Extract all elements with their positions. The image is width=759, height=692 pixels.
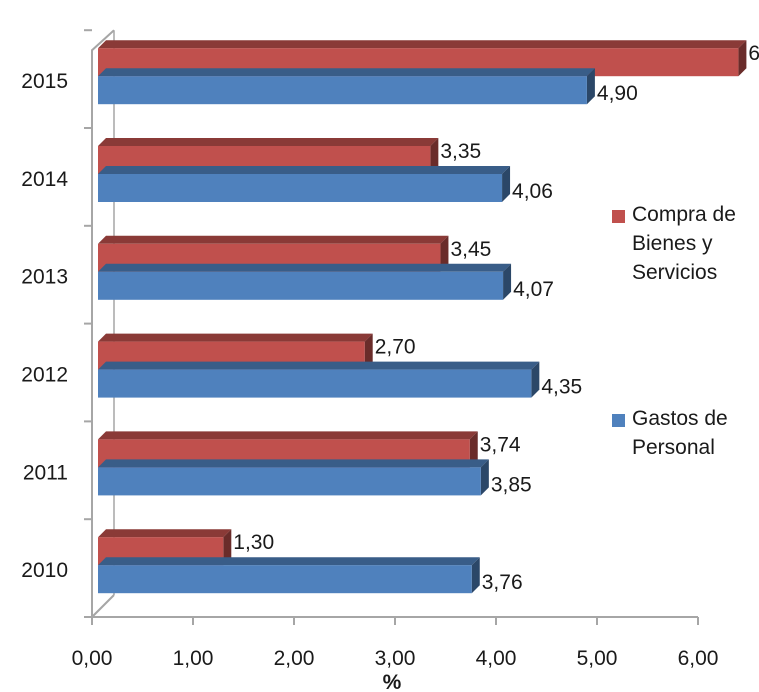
legend-swatch-gastos (612, 414, 625, 427)
bar-top-face (98, 333, 373, 342)
bar-top-face (98, 529, 232, 538)
x-tick-label: 5,00 (577, 647, 618, 670)
chart-data-labels: 1,30 3,76 3,74 3,85 2,70 4,35 3,45 4,07 3,35 4,06… (233, 42, 759, 594)
chart-bars (98, 40, 747, 594)
x-tick-label: 3,00 (375, 647, 416, 670)
chart-legend: Compra de Bienes y Servicios Gastos de P… (612, 200, 759, 500)
bar (98, 68, 595, 105)
data-label: 3,45 (450, 238, 491, 261)
bar-end-face (469, 431, 478, 468)
bar-top-face (98, 166, 511, 174)
bar-front-face (98, 174, 503, 202)
bar (98, 459, 489, 496)
data-label: 4,35 (541, 376, 582, 399)
chart-tick-labels: 0,00 1,00 2,00 3,00 4,00 5,00 6,00 2010 2011 2012… (21, 70, 718, 670)
bar-end-face (471, 557, 480, 594)
bar-top-face (98, 263, 512, 272)
chart-axes (84, 29, 699, 625)
x-tick-label: 4,00 (476, 647, 517, 670)
data-label: 1,30 (233, 531, 274, 554)
y-axis-wall-line (91, 29, 115, 617)
y-tick-label: 2015 (21, 70, 68, 93)
bar-front-face (98, 467, 481, 496)
bar-top-face (98, 431, 478, 440)
data-label: 3,76 (482, 571, 523, 594)
bar-end-face (223, 529, 232, 566)
bar (98, 263, 512, 300)
legend-label-gastos: Gastos de Personal (632, 407, 728, 459)
bar-end-face (430, 138, 439, 174)
data-label: 3,74 (480, 433, 521, 456)
bar-end-face (364, 333, 373, 370)
bar-end-face (738, 40, 747, 77)
y-tick-label: 2012 (21, 364, 68, 387)
data-label: 3,85 (491, 473, 532, 496)
x-tick-label: 2,00 (274, 647, 315, 670)
bar-end-face (502, 166, 511, 202)
bar-front-face (98, 369, 532, 398)
x-tick-label: 1,00 (173, 647, 214, 670)
bar-top-face (98, 459, 489, 468)
bar-end-face (531, 361, 540, 398)
y-tick-label: 2013 (21, 266, 68, 289)
bar-top-face (98, 68, 595, 77)
bar-front-face (98, 565, 472, 594)
data-label: 4,90 (597, 82, 638, 105)
bar-top-face (98, 557, 480, 566)
y-tick-label: 2011 (23, 461, 68, 484)
bar-top-face (98, 138, 439, 146)
bar-front-face (98, 76, 587, 105)
bar-end-face (440, 235, 449, 272)
floor-corner-line (91, 594, 115, 618)
bar-top-face (98, 235, 449, 244)
bar (98, 166, 511, 202)
legend-label-compra: Compra de Bienes y Servicios (632, 203, 736, 284)
bar-end-face (586, 68, 595, 105)
x-tick-label: 6,00 (678, 647, 719, 670)
data-label: 2,70 (375, 336, 416, 359)
x-tick-label: 0,00 (72, 647, 113, 670)
bar (98, 361, 540, 398)
y-tick-label: 2010 (21, 559, 68, 582)
bar-end-face (503, 263, 512, 300)
bar-top-face (98, 40, 747, 49)
y-tick-label: 2014 (21, 168, 68, 191)
x-axis-label: % (383, 671, 402, 692)
data-label: 4,06 (512, 180, 553, 203)
bar-end-face (480, 459, 489, 496)
legend-swatch-compra (612, 210, 625, 223)
bar (98, 557, 480, 594)
bar-top-face (98, 361, 540, 370)
data-label: 3,35 (440, 140, 481, 163)
bar-front-face (98, 271, 504, 300)
data-label: 4,07 (513, 278, 554, 301)
data-label: 6,40 (748, 42, 759, 65)
